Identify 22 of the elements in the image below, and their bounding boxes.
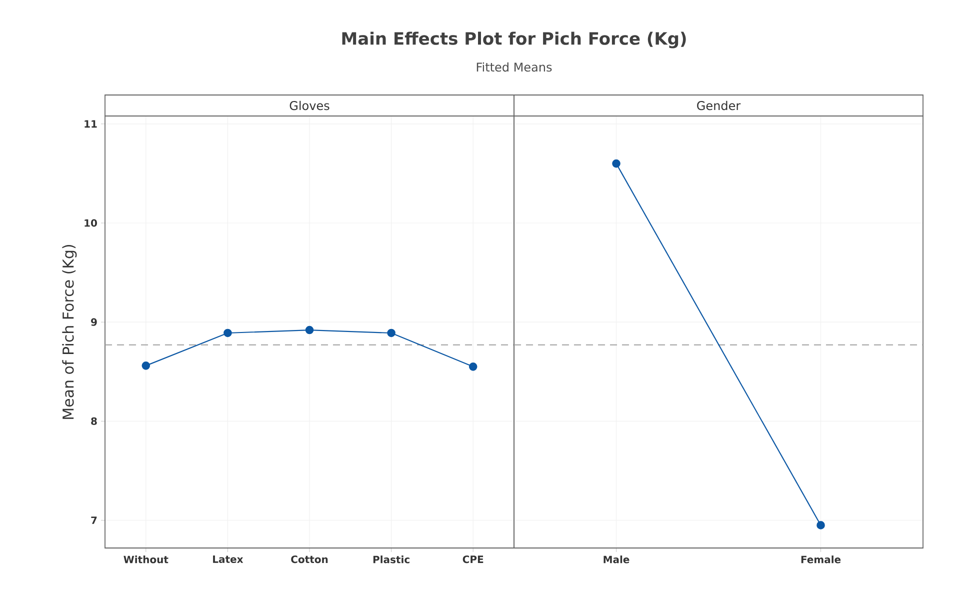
point [387,328,396,338]
x-axis-title: Gloves [290,100,330,110]
y-tick-label: 8 [91,417,97,425]
y-tick-label: 9 [91,318,97,326]
chart-subtitle: Fitted Means [476,62,552,72]
x-tick-label: Plastic [373,556,410,564]
point [305,326,314,334]
x-tick-label: Latex [213,556,244,563]
x-tick-label: Cotton [291,556,328,564]
x-tick-label: Without [124,556,168,564]
y-tick-label: 10 [84,219,97,227]
y-tick-label: 11 [84,120,97,128]
point [468,362,478,371]
x-tick-label: CPE [462,556,484,564]
y-tick-label: 7 [91,516,97,524]
point [142,362,150,370]
chart-title: Main Effects Plot for Pich Force (Kg) [342,32,686,48]
x-axis-title: Gender [697,100,741,110]
x-tick-label: Male [604,556,630,564]
y-axis-title: Mean of Pich Force (Kg) [62,244,77,419]
x-tick-label: Female [801,556,841,564]
point [224,328,232,338]
